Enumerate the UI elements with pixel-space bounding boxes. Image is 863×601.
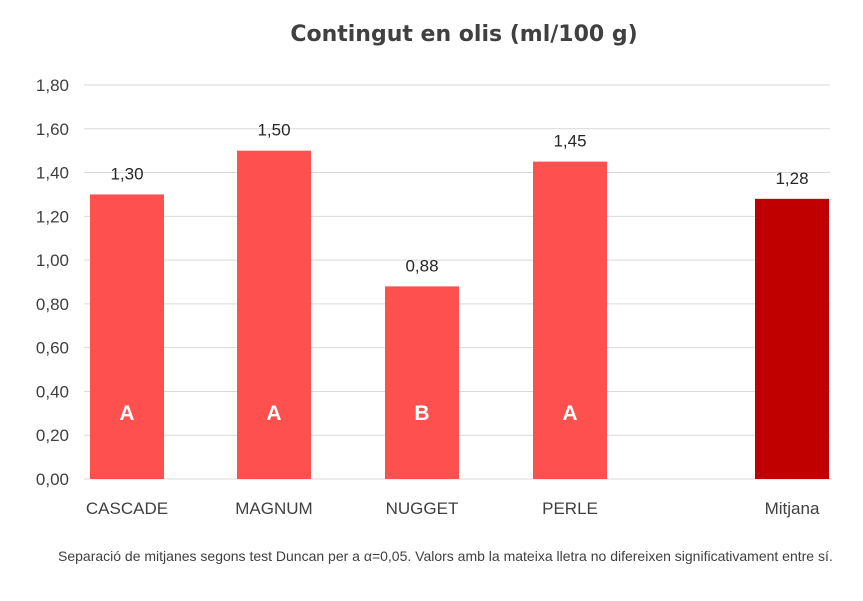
- data-label: 1,30: [110, 164, 143, 183]
- bar-cascade: [90, 194, 164, 479]
- data-label: 0,88: [405, 256, 438, 275]
- bar-magnum: [237, 150, 311, 479]
- group-letter: B: [414, 402, 429, 425]
- data-label: 1,50: [257, 121, 290, 140]
- group-letter: A: [266, 402, 281, 425]
- x-category-label: MAGNUM: [235, 499, 312, 518]
- bars: 1,30 A 1,50 A 0,88 B 1,45 A 1,28: [90, 121, 829, 480]
- y-tick-label: 1,80: [36, 76, 69, 95]
- y-tick-label: 0,60: [36, 339, 69, 358]
- bar-nugget: [385, 286, 459, 479]
- y-tick-label: 1,60: [36, 120, 69, 139]
- bar-perle: [533, 161, 607, 479]
- y-tick-label: 0,20: [36, 426, 69, 445]
- x-category-label: CASCADE: [86, 499, 168, 518]
- y-tick-label: 0,00: [36, 470, 69, 489]
- y-tick-label: 1,00: [36, 251, 69, 270]
- data-label: 1,28: [775, 169, 808, 188]
- bar-mitjana: [755, 198, 829, 480]
- x-axis-categories: CASCADE MAGNUM NUGGET PERLE Mitjana: [86, 499, 820, 518]
- x-category-label: NUGGET: [386, 499, 459, 518]
- group-letter: A: [119, 402, 134, 425]
- chart-title: Contingut en olis (ml/100 g): [290, 22, 637, 47]
- bar-chart: Contingut en olis (ml/100 g) 0,00 0,20 0,4…: [36, 22, 830, 518]
- y-tick-label: 0,80: [36, 295, 69, 314]
- y-tick-label: 1,40: [36, 164, 69, 183]
- x-category-label: Mitjana: [765, 499, 820, 518]
- y-tick-label: 0,40: [36, 382, 69, 401]
- footnote: Separació de mitjanes segons test Duncan…: [58, 548, 833, 564]
- x-category-label: PERLE: [542, 499, 598, 518]
- y-axis-ticks: 0,00 0,20 0,40 0,60 0,80 1,00 1,20 1,40 1,60 1,80: [36, 76, 69, 489]
- group-letter: A: [562, 402, 577, 425]
- y-tick-label: 1,20: [36, 207, 69, 226]
- data-label: 1,45: [553, 132, 586, 151]
